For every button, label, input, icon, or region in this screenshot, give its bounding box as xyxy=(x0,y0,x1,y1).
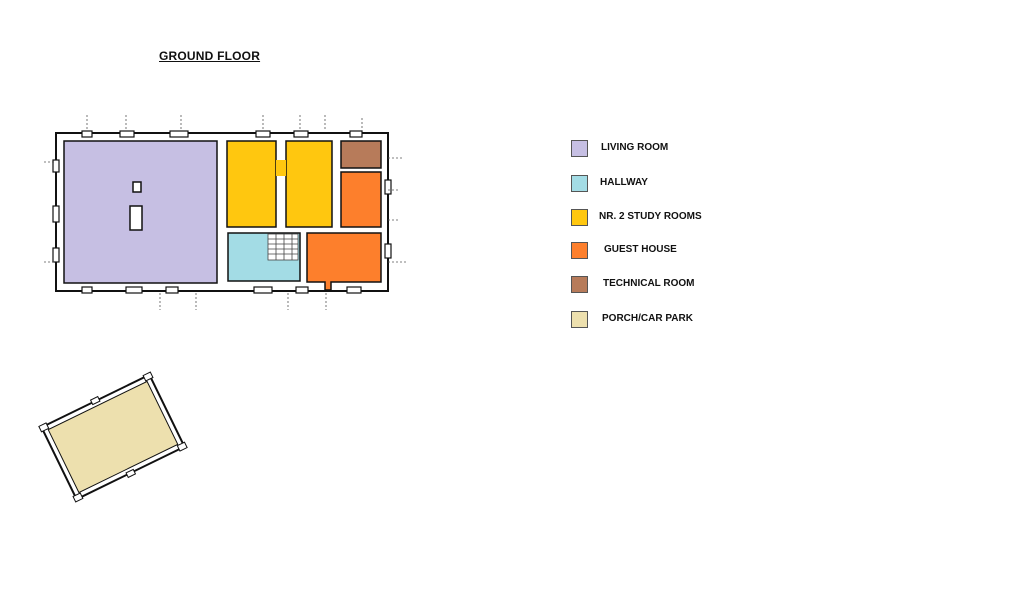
guest-house-lower xyxy=(306,232,382,291)
porch-car-park xyxy=(38,371,188,503)
legend-label: LIVING ROOM xyxy=(601,142,669,153)
study-room-1 xyxy=(226,140,277,228)
guest-house-upper xyxy=(340,171,382,228)
dimension-marks xyxy=(44,115,408,310)
legend-swatch xyxy=(571,175,588,192)
study-room-link xyxy=(276,160,286,176)
legend-swatch xyxy=(571,311,588,328)
plan-title: GROUND FLOOR xyxy=(159,49,261,63)
legend-label: GUEST HOUSE xyxy=(604,244,677,255)
wall-openings xyxy=(52,130,392,294)
legend-swatch xyxy=(571,209,588,226)
legend-swatch xyxy=(571,242,588,259)
legend-label: TECHNICAL ROOM xyxy=(603,278,695,289)
technical-room-area xyxy=(340,140,382,169)
legend-swatch xyxy=(571,140,588,157)
study-room-2 xyxy=(285,140,333,228)
legend-label: PORCH/CAR PARK xyxy=(602,313,693,324)
living-room-pillar xyxy=(129,205,143,231)
staircase xyxy=(267,233,299,261)
living-room-pillar xyxy=(132,181,142,193)
legend-label: HALLWAY xyxy=(600,177,648,188)
legend-label: NR. 2 STUDY ROOMS xyxy=(599,211,702,222)
legend-swatch xyxy=(571,276,588,293)
